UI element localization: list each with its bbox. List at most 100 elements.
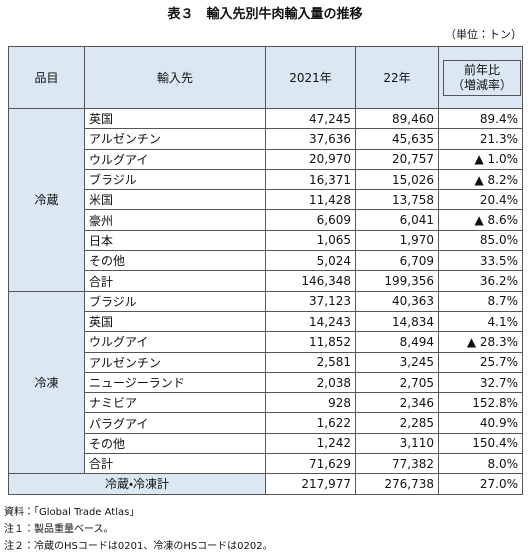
country-cell: ウルグアイ (84, 148, 266, 170)
value-cell: 85.0% (438, 229, 523, 252)
value-cell: 15,026 (355, 168, 439, 191)
table-row: 合計 146,348 199,356 36.2% (9, 270, 523, 292)
country-cell: ウルグアイ (84, 331, 266, 353)
value-cell: 71,629 (265, 453, 356, 475)
country-cell: ニュージーランド (84, 371, 266, 394)
value-cell: 20,970 (265, 148, 356, 170)
country-cell: 日本 (84, 229, 266, 252)
table-row: その他 1,242 3,110 150.4% (9, 432, 523, 455)
value-cell: 2,581 (265, 351, 356, 373)
column-header: 前年比 （増減率） (438, 46, 523, 109)
column-header: 輸入先 (84, 46, 266, 109)
value-cell: ▲ 28.3% (438, 331, 523, 353)
table-row: 冷凍 ブラジル 37,123 40,363 8.7% (8, 290, 523, 475)
table-row: アルゼンチン 37,636 45,635 21.3% (9, 128, 523, 150)
value-cell: 199,356 (355, 270, 439, 292)
country-cell: 合計 (84, 270, 266, 292)
table-row: 日本 1,065 1,970 85.0% (9, 229, 523, 252)
value-cell: 77,382 (355, 453, 439, 475)
value-cell: 25.7% (438, 351, 523, 373)
header-text: 前年比 (464, 62, 501, 77)
value-cell: ▲ 8.6% (438, 209, 523, 231)
value-cell: ▲ 8.2% (438, 168, 523, 191)
value-cell: 2,346 (355, 392, 439, 414)
table-row: ウルグアイ 11,852 8,494 ▲ 28.3% (9, 331, 523, 353)
table-row: ニュージーランド 2,038 2,705 32.7% (9, 371, 523, 394)
country-cell: その他 (84, 250, 266, 272)
country-cell: 合計 (84, 453, 266, 475)
value-cell: 2,285 (355, 412, 439, 434)
value-cell: 37,123 (265, 290, 356, 312)
title: 表３ 輸入先別牛肉輸入量の推移 (167, 7, 363, 22)
total-row: 冷蔵・冷凍計 217,977 276,738 27.0% (8, 473, 523, 495)
value-cell: 1,970 (355, 229, 439, 252)
group-cell: 冷蔵 (8, 108, 85, 292)
value-cell: 8,494 (355, 331, 439, 353)
table-body: 冷蔵 英国 47,245 89,460 89.4% アルゼンチン 37,636 45,635 2… (8, 107, 523, 495)
value-cell: 47,245 (265, 107, 356, 130)
value-cell: 11,852 (265, 331, 356, 353)
country-cell: 英国 (84, 107, 266, 130)
value-cell: 89,460 (355, 107, 439, 130)
country-cell: アルゼンチン (84, 351, 266, 373)
value-cell: 146,348 (265, 270, 356, 292)
value-cell: 150.4% (438, 432, 523, 455)
country-cell: アルゼンチン (84, 128, 266, 150)
value-cell: 3,110 (355, 432, 439, 455)
value-cell: 45,635 (355, 128, 439, 150)
country-cell: ナミビア (84, 392, 266, 414)
value-cell: 40.9% (438, 412, 523, 434)
value-cell: 217,977 (265, 473, 356, 495)
value-cell: 2,705 (355, 371, 439, 394)
country-cell: パラグアイ (84, 412, 266, 434)
value-cell: 37,636 (265, 128, 356, 150)
value-cell: 5,024 (265, 250, 356, 272)
value-cell: 276,738 (355, 473, 439, 495)
value-cell: 40,363 (355, 290, 439, 312)
header-row: 品目 輸入先 2021年 22年 前年比 （増減率） (8, 46, 523, 109)
country-cell: その他 (84, 432, 266, 455)
table-row: ブラジル 16,371 15,026 ▲ 8.2% (9, 168, 523, 191)
value-cell: 1,242 (265, 432, 356, 455)
value-cell: 4.1% (438, 310, 523, 333)
value-cell: 6,609 (265, 209, 356, 231)
value-cell: 21.3% (438, 128, 523, 150)
unit-note: （単位：トン） (445, 28, 522, 41)
value-cell: 2,038 (265, 371, 356, 394)
value-cell: 6,709 (355, 250, 439, 272)
table-row: ナミビア 928 2,346 152.8% (9, 392, 523, 414)
value-cell: 33.5% (438, 250, 523, 272)
import-table: 品目 輸入先 2021年 22年 前年比 （増減率） 冷蔵 英国 47,245 89,4… (8, 46, 523, 495)
value-cell: 27.0% (438, 473, 523, 495)
column-header: 品目 (8, 46, 85, 109)
country-cell: ブラジル (84, 168, 266, 191)
table-row: ウルグアイ 20,970 20,757 ▲ 1.0% (9, 148, 523, 170)
value-cell: 11,428 (265, 189, 356, 211)
total-label: 冷蔵・冷凍計 (8, 473, 266, 495)
footnote: 注１：製品重量ベース。 (4, 524, 114, 535)
value-cell: 928 (265, 392, 356, 414)
country-cell: 米国 (84, 189, 266, 211)
table-row: 冷蔵 英国 47,245 89,460 89.4% (8, 107, 523, 292)
column-header: 2021年 (265, 46, 356, 109)
table-row: 豪州 6,609 6,041 ▲ 8.6% (9, 209, 523, 231)
table-row: 英国 14,243 14,834 4.1% (9, 310, 523, 333)
value-cell: 14,243 (265, 310, 356, 333)
change-header: 前年比 （増減率） (443, 59, 522, 96)
value-cell: 36.2% (438, 270, 523, 292)
value-cell: 13,758 (355, 189, 439, 211)
value-cell: 3,245 (355, 351, 439, 373)
country-cell: ブラジル (84, 290, 266, 312)
table-row: 合計 71,629 77,382 8.0% (9, 453, 523, 475)
value-cell: 32.7% (438, 371, 523, 394)
footnote: 注２：冷蔵のHSコードは0201、冷凍のHSコードは0202。 (4, 541, 273, 552)
value-cell: 6,041 (355, 209, 439, 231)
group-cell: 冷凍 (8, 290, 85, 475)
footnote: 資料：「Global Trade Atlas」 (4, 507, 140, 518)
value-cell: 8.7% (438, 290, 523, 312)
value-cell: 1,065 (265, 229, 356, 252)
table-row: 米国 11,428 13,758 20.4% (9, 189, 523, 211)
value-cell: 89.4% (438, 107, 523, 130)
value-cell: ▲ 1.0% (438, 148, 523, 170)
